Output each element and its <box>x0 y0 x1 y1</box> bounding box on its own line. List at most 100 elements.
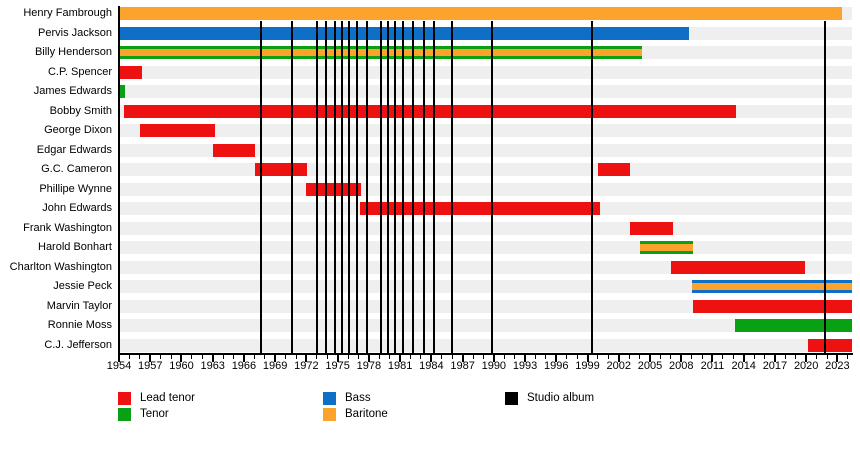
x-axis-minor-tick <box>222 355 224 359</box>
x-axis-minor-tick <box>482 355 484 359</box>
member-bar <box>630 221 673 235</box>
x-axis-minor-tick <box>326 355 328 359</box>
member-bar <box>639 241 693 254</box>
x-axis-major-tick <box>336 355 339 362</box>
x-axis-major-tick <box>617 355 620 362</box>
legend-swatch-tenor <box>118 407 131 421</box>
x-axis-minor-tick <box>170 355 172 359</box>
member-label: Edgar Edwards <box>36 143 112 156</box>
studio-album-line <box>325 20 328 353</box>
x-axis-minor-tick <box>784 355 786 359</box>
x-axis-tick-label: 2008 <box>668 360 694 372</box>
row-band <box>120 280 852 293</box>
member-bar <box>212 143 256 157</box>
member-bar <box>670 260 806 274</box>
studio-album-line <box>451 20 454 353</box>
legend-swatch-bass <box>323 391 336 405</box>
x-axis-minor-tick <box>378 355 380 359</box>
legend-swatch-lead-tenor <box>118 391 131 405</box>
x-axis-tick-label: 1987 <box>450 360 475 372</box>
x-axis-minor-tick <box>233 355 235 359</box>
member-label: C.J. Jefferson <box>44 338 112 351</box>
x-axis-major-tick <box>242 355 245 362</box>
member-bar <box>119 85 126 98</box>
x-axis-tick-label: 1960 <box>169 360 194 372</box>
studio-album-line <box>290 20 293 353</box>
x-axis-minor-tick <box>628 355 630 359</box>
x-axis-major-tick <box>742 355 745 362</box>
studio-album-line <box>433 20 436 353</box>
x-axis-minor-tick <box>316 355 318 359</box>
x-axis-minor-tick <box>420 355 422 359</box>
row-band <box>120 338 852 352</box>
x-axis-major-tick <box>711 355 714 362</box>
x-axis-minor-tick <box>295 355 297 359</box>
legend-label: Baritone <box>345 408 388 420</box>
member-bar-secondary-role <box>119 49 642 56</box>
legend-label: Tenor <box>140 408 169 420</box>
x-axis-minor-tick <box>732 355 734 359</box>
x-axis-tick-label: 1954 <box>106 360 132 372</box>
x-axis-major-tick <box>399 355 402 362</box>
x-axis-minor-tick <box>201 355 203 359</box>
member-bar <box>692 299 852 313</box>
x-axis-major-tick <box>586 355 589 362</box>
x-axis-minor-tick <box>795 355 797 359</box>
x-axis-minor-tick <box>691 355 693 359</box>
x-axis-minor-tick <box>826 355 828 359</box>
studio-album-line <box>590 20 593 353</box>
member-bar <box>735 319 852 332</box>
member-label: Marvin Taylor <box>46 299 112 312</box>
member-label: Phillipe Wynne <box>39 182 112 195</box>
row-band <box>120 299 852 313</box>
studio-album-line <box>348 20 351 353</box>
x-axis-minor-tick <box>764 355 766 359</box>
row-band <box>120 163 852 176</box>
x-axis-minor-tick <box>670 355 672 359</box>
x-axis-tick-label: 1963 <box>200 360 225 372</box>
x-axis-tick-label: 1957 <box>137 360 163 372</box>
x-axis-major-tick <box>274 355 277 362</box>
member-bar <box>597 163 631 176</box>
x-axis-minor-tick <box>534 355 536 359</box>
x-axis-tick-label: 1975 <box>325 360 350 372</box>
x-axis-minor-tick <box>816 355 818 359</box>
studio-album-line <box>333 20 336 353</box>
member-bar <box>359 202 601 215</box>
x-axis-tick-label: 1972 <box>294 360 319 372</box>
x-axis-line <box>118 353 853 355</box>
row-band <box>120 85 852 98</box>
x-axis-tick-label: 1996 <box>544 360 569 372</box>
x-axis-minor-tick <box>347 355 349 359</box>
x-axis-major-tick <box>305 355 308 362</box>
row-band <box>120 65 852 79</box>
member-label: Bobby Smith <box>49 104 112 117</box>
x-axis-tick-label: 2014 <box>731 360 756 372</box>
studio-album-line <box>380 20 383 353</box>
studio-album-line <box>402 20 405 353</box>
x-axis-tick-label: 2011 <box>700 360 725 372</box>
member-label: Billy Henderson <box>34 46 112 58</box>
x-axis-minor-tick <box>503 355 505 359</box>
x-axis-major-tick <box>492 355 495 362</box>
x-axis-minor-tick <box>597 355 599 359</box>
x-axis-minor-tick <box>701 355 703 359</box>
x-axis-tick-label: 2023 <box>825 360 850 372</box>
member-bar <box>124 104 737 118</box>
x-axis-minor-tick <box>514 355 516 359</box>
x-axis-minor-tick <box>389 355 391 359</box>
member-bar <box>119 65 142 79</box>
legend-swatch-studio-album <box>505 391 518 405</box>
studio-album-line <box>393 20 396 353</box>
row-band <box>120 182 852 196</box>
x-axis-major-tick <box>430 355 433 362</box>
member-bar <box>691 280 852 293</box>
x-axis-minor-tick <box>441 355 443 359</box>
member-label: James Edwards <box>33 85 112 97</box>
x-axis-minor-tick <box>659 355 661 359</box>
x-axis-minor-tick <box>847 355 849 359</box>
member-label: Pervis Jackson <box>38 26 112 39</box>
x-axis-minor-tick <box>253 355 255 359</box>
y-axis-line <box>118 6 120 355</box>
legend-swatch-baritone <box>323 407 336 421</box>
